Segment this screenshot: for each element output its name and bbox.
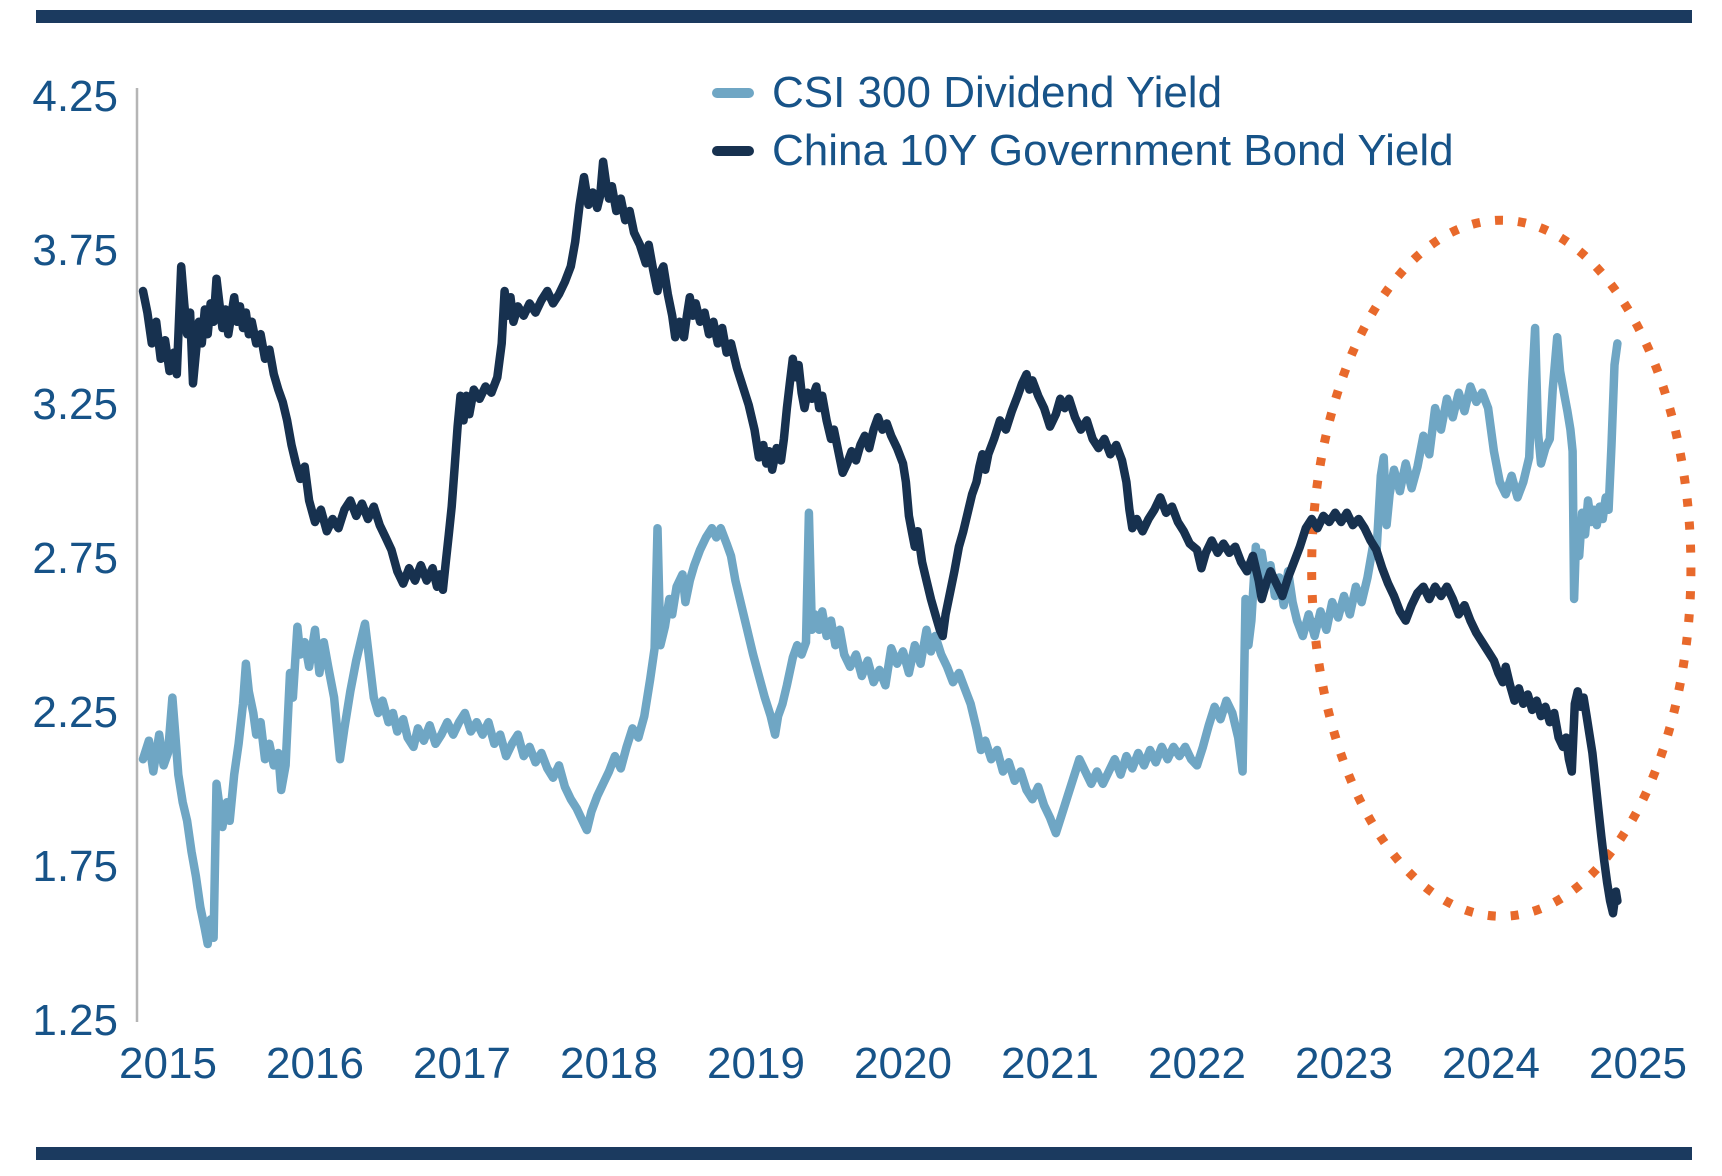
csi300-line-swatch-icon (712, 88, 754, 98)
csi-300-dividend-yield-line (138, 323, 1622, 949)
x-tick-label: 2022 (1148, 1039, 1246, 1088)
legend-item-csi300: CSI 300 Dividend Yield (712, 64, 1454, 122)
x-tick-label: 2023 (1295, 1039, 1393, 1088)
y-tick-label: 2.25 (32, 688, 118, 737)
x-tick-label: 2019 (707, 1039, 805, 1088)
x-tick-label: 2018 (560, 1039, 658, 1088)
y-tick-label: 1.75 (32, 842, 118, 891)
y-tick-label: 4.25 (32, 72, 118, 121)
china10y-line-swatch-icon (712, 146, 754, 156)
x-tick-label: 2015 (119, 1039, 217, 1088)
y-tick-label: 2.75 (32, 534, 118, 583)
x-tick-label: 2021 (1001, 1039, 1099, 1088)
legend-label-china10y: China 10Y Government Bond Yield (772, 126, 1454, 175)
x-tick-label: 2020 (854, 1039, 952, 1088)
y-tick-label: 1.25 (32, 996, 118, 1045)
divergence-highlight-ellipse (1307, 215, 1696, 921)
x-tick-label: 2016 (266, 1039, 364, 1088)
y-tick-label: 3.25 (32, 380, 118, 429)
chart-legend: CSI 300 Dividend Yield China 10Y Governm… (712, 64, 1454, 180)
x-tick-label: 2017 (413, 1039, 511, 1088)
bottom-rule (36, 1147, 1692, 1160)
china-10y-bond-yield-line (138, 157, 1622, 918)
legend-label-csi300: CSI 300 Dividend Yield (772, 68, 1223, 117)
y-tick-label: 3.75 (32, 226, 118, 275)
legend-item-china10y: China 10Y Government Bond Yield (712, 122, 1454, 180)
x-tick-label: 2025 (1589, 1039, 1687, 1088)
x-tick-label: 2024 (1442, 1039, 1540, 1088)
top-rule (36, 10, 1692, 23)
